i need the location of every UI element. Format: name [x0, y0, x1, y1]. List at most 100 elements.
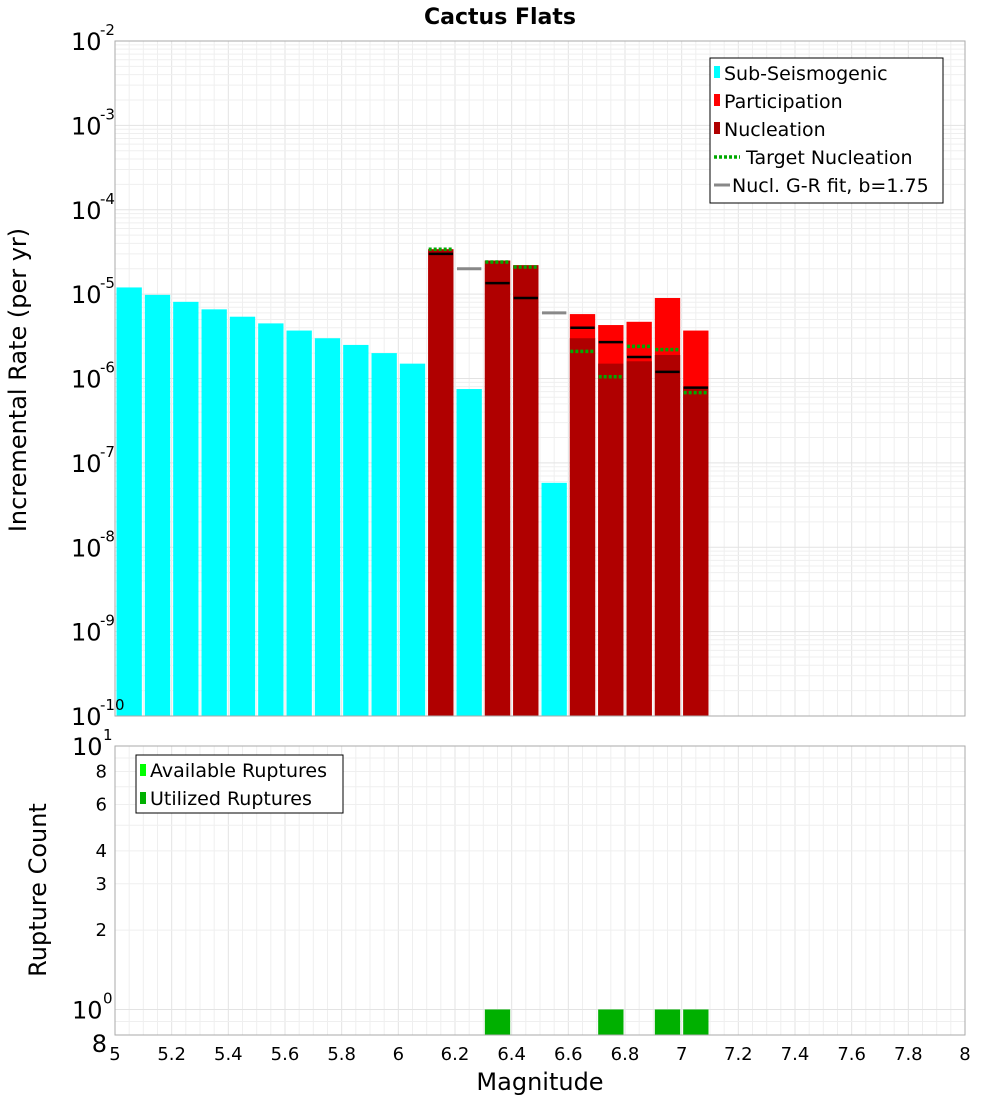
x-axis-label: Magnitude [476, 1068, 603, 1096]
x-tick-label: 7.2 [724, 1044, 753, 1065]
top-y-tick-label: 10-3 [71, 105, 115, 140]
bottom-y-tick-value: 8 [92, 1030, 107, 1058]
top-plot-bars [116, 247, 709, 716]
top-y-tick-label: 10-10 [71, 696, 125, 731]
top-y-tick-base: 10 [71, 450, 102, 478]
x-tick-label: 7.4 [781, 1044, 810, 1065]
top-y-tick-exponent: -10 [100, 696, 125, 714]
bottom-y-tick-label: 6 [96, 794, 107, 815]
bottom-y-tick-value: 6 [96, 794, 107, 815]
legend-swatch [140, 792, 146, 804]
bottom-y-tick-value: 10 [72, 996, 103, 1024]
nucleation-bar [569, 338, 596, 716]
utilized-ruptures-bar [654, 1009, 681, 1035]
top-y-axis-label: Incremental Rate (per yr) [4, 228, 32, 532]
sub-seismogenic-bar [201, 309, 227, 716]
x-axis-ticks: 5 5.2 5.4 5.6 5.8 6 6.2 6.4 6.6 6.8 7 7.2 7.4 7.6 7.8 8 [109, 1044, 970, 1065]
top-y-tick-exponent: -6 [100, 359, 115, 377]
sub-seismogenic-bar [116, 287, 142, 716]
top-y-tick-base: 10 [71, 366, 102, 394]
nucleation-bar [598, 363, 624, 716]
sub-seismogenic-bar [173, 301, 199, 716]
x-tick-label: 8 [959, 1044, 970, 1065]
top-y-tick-label: 10-8 [71, 527, 115, 562]
sub-seismogenic-bar [399, 363, 426, 716]
bottom-y-tick-label: 10 0 [72, 989, 113, 1024]
chart-title: Cactus Flats [424, 5, 576, 30]
bottom-legend: Available Ruptures Utilized Ruptures [135, 754, 344, 814]
top-legend: Sub-Seismogenic Participation Nucleation Ta… [709, 57, 944, 204]
top-y-tick-exponent: -9 [100, 612, 115, 630]
x-tick-label: 6.4 [497, 1044, 526, 1065]
bottom-y-tick-label: 4 [96, 841, 107, 862]
x-tick-label: 6 [393, 1044, 404, 1065]
nucleation-bar [513, 265, 539, 716]
x-tick-label: 7.8 [894, 1044, 923, 1065]
top-y-tick-exponent: -5 [100, 274, 115, 292]
bottom-y-tick-label: 8 [96, 762, 107, 783]
sub-seismogenic-bar [371, 353, 397, 716]
utilized-ruptures-bar [598, 1009, 624, 1035]
sub-seismogenic-bar [258, 323, 284, 716]
x-tick-label: 6.2 [441, 1044, 470, 1065]
bottom-y-tick-label: 2 [96, 920, 107, 941]
bottom-y-tick-value: 10 [72, 733, 103, 761]
top-y-tick-exponent: -2 [100, 21, 115, 39]
legend-swatch [714, 94, 720, 106]
legend-label: Available Ruptures [150, 760, 327, 782]
top-legend-box [709, 57, 944, 204]
bottom-y-tick-label: 3 [96, 874, 107, 895]
nucleation-bar [484, 260, 511, 716]
bottom-y-tick-value: 3 [96, 874, 107, 895]
bottom-y-axis-label: Rupture Count [24, 803, 52, 977]
bottom-plot-bars [484, 1009, 709, 1035]
legend-label: Sub-Seismogenic [724, 63, 888, 85]
legend-swatch [714, 122, 720, 134]
bottom-y-tick-value: 2 [96, 920, 107, 941]
top-y-tick-exponent: -4 [100, 190, 115, 208]
top-y-tick-base: 10 [71, 28, 102, 56]
x-tick-label: 7.6 [837, 1044, 866, 1065]
top-y-tick-label: 10-7 [71, 443, 115, 478]
sub-seismogenic-bar [229, 316, 256, 716]
top-y-tick-base: 10 [71, 112, 102, 140]
top-y-tick-exponent: -8 [100, 527, 115, 545]
top-y-tick-base: 10 [71, 197, 102, 225]
top-y-tick-base: 10 [71, 703, 102, 731]
top-plot-frame [114, 40, 966, 717]
legend-label: Utilized Ruptures [150, 788, 312, 810]
nucleation-bar [683, 386, 709, 716]
bottom-y-tick-exponent: 0 [103, 989, 113, 1007]
bottom-plot-frame [114, 745, 966, 1036]
legend-label: Target Nucleation [745, 147, 913, 169]
sub-seismogenic-bar [343, 344, 369, 716]
nucleation-bar [626, 361, 652, 716]
bottom-plot-grid [114, 745, 966, 1036]
legend-swatch [714, 66, 720, 78]
nucleation-bar [654, 354, 681, 716]
legend-label: Nucl. G-R fit, b=1.75 [732, 175, 929, 197]
legend-swatch [140, 764, 146, 776]
x-tick-label: 5.2 [157, 1044, 186, 1065]
sub-seismogenic-bar [314, 338, 341, 716]
bottom-y-tick-value: 4 [96, 841, 107, 862]
top-y-tick-base: 10 [71, 619, 102, 647]
sub-seismogenic-bar [456, 389, 482, 716]
top-y-tick-label: 10-9 [71, 612, 115, 647]
utilized-ruptures-bar [484, 1009, 511, 1035]
top-y-tick-base: 10 [71, 534, 102, 562]
bottom-legend-box [135, 754, 344, 814]
utilized-ruptures-bar [683, 1009, 709, 1035]
x-tick-label: 6.6 [554, 1044, 583, 1065]
top-y-tick-exponent: -7 [100, 443, 115, 461]
bottom-y-tick-value: 8 [96, 762, 107, 783]
x-tick-label: 7 [676, 1044, 687, 1065]
x-tick-label: 6.8 [611, 1044, 640, 1065]
bottom-y-tick-label: 8 [92, 1030, 107, 1058]
x-tick-label: 5.6 [271, 1044, 300, 1065]
legend-label: Participation [724, 91, 843, 113]
sub-seismogenic-bar [541, 482, 567, 716]
